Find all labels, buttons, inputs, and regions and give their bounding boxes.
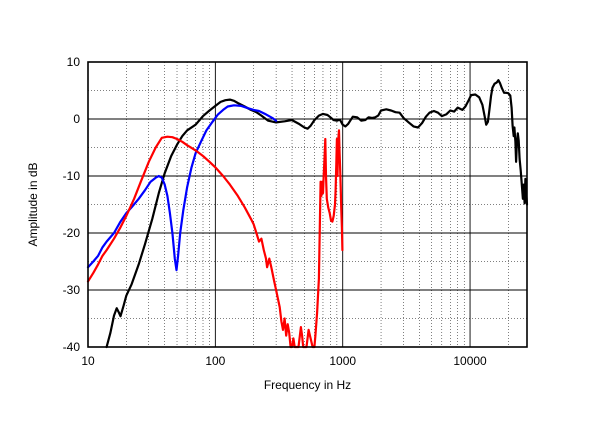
y-tick-label: -10 <box>63 169 81 183</box>
grid <box>88 62 527 347</box>
plot-frame <box>87 61 528 348</box>
y-tick-label: -40 <box>63 340 81 354</box>
y-tick-label: -20 <box>63 226 81 240</box>
y-tick-label: 0 <box>73 112 80 126</box>
y-tick-label: -30 <box>63 283 81 297</box>
series-line-1 <box>105 79 529 349</box>
series-line-3 <box>86 129 344 349</box>
x-tick-label: 100 <box>205 354 225 368</box>
x-tick-label: 1000 <box>329 354 356 368</box>
x-tick-label: 10000 <box>453 354 487 368</box>
series-line-2 <box>86 104 278 272</box>
series-group <box>86 79 529 349</box>
x-tick-label: 10 <box>81 354 95 368</box>
y-tick-label: 10 <box>67 55 81 69</box>
x-axis-title: Frequency in Hz <box>264 378 351 392</box>
y-axis-title: Amplitude in dB <box>26 162 40 246</box>
